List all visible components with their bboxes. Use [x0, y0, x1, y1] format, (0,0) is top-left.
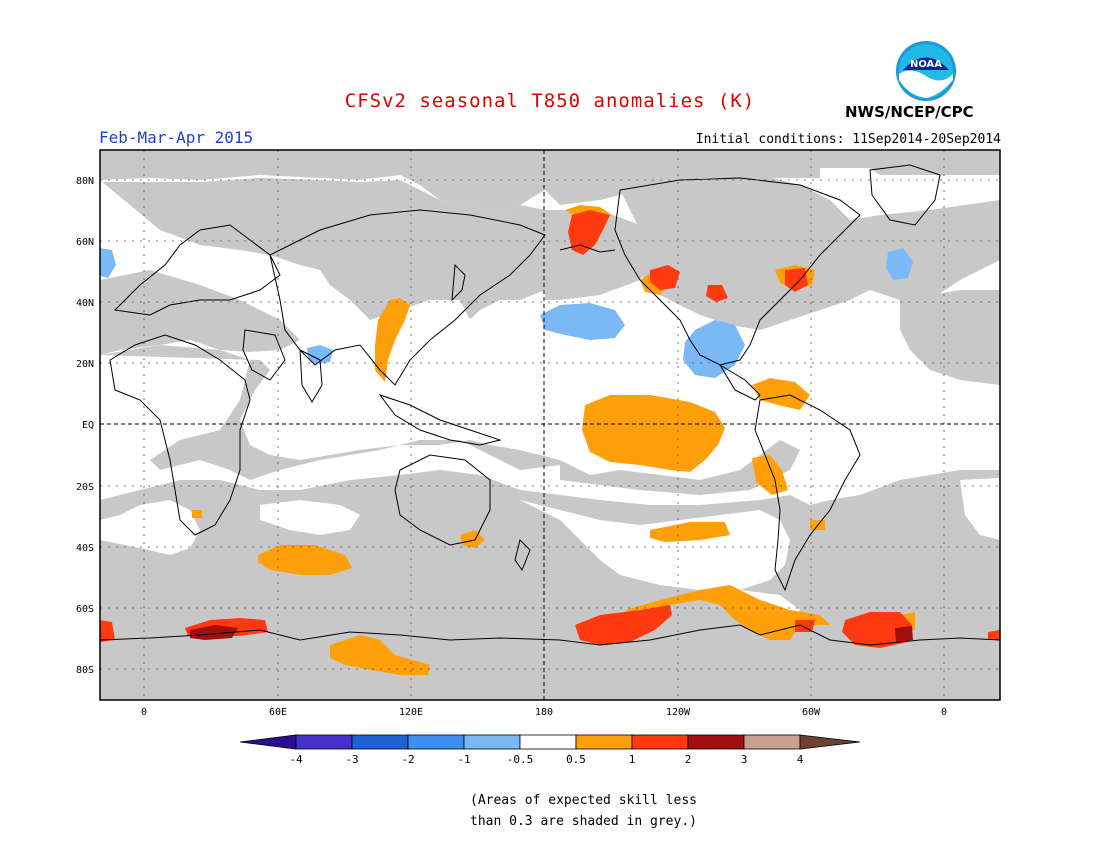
colorbar-bin [463, 734, 521, 750]
colorbar-label: 4 [797, 753, 804, 766]
lon-label: 0 [941, 707, 947, 718]
colorbar-label: -0.5 [507, 753, 534, 766]
colorbar-bin [295, 734, 353, 750]
colorbar-label: 2 [685, 753, 692, 766]
colorbar-arrow-low [239, 734, 297, 750]
map-frame [99, 149, 1001, 701]
lat-label: 60N [76, 237, 94, 248]
graticule [100, 150, 1000, 700]
lat-label: 60S [76, 604, 94, 615]
lat-label: 80N [76, 176, 94, 187]
agency-label: NWS/NCEP/CPC [845, 103, 974, 121]
lat-label: 40N [76, 298, 94, 309]
lat-label: 20N [76, 359, 94, 370]
colorbar-bin [743, 734, 801, 750]
negative-anomaly-regions [100, 248, 913, 378]
colorbar [239, 734, 861, 750]
latitude-labels: 80N 60N 40N 20N EQ 20S 40S 60S 80S [76, 176, 94, 676]
lat-label: 80S [76, 665, 94, 676]
footnote-line: than 0.3 are shaded in grey.) [470, 814, 697, 829]
colorbar-bin [351, 734, 409, 750]
colorbar-bin [519, 734, 577, 750]
lon-label: 60W [802, 707, 821, 718]
skill-footnote: (Areas of expected skill less than 0.3 ar… [470, 790, 730, 832]
colorbar-label: 0.5 [566, 753, 586, 766]
lon-label: 120E [399, 707, 423, 718]
colorbar-bin [687, 734, 745, 750]
colorbar-label: -4 [289, 753, 303, 766]
footnote-line: (Areas of expected skill less [470, 793, 697, 808]
lon-label: 60E [269, 707, 287, 718]
lat-label: EQ [82, 420, 94, 431]
colorbar-arrow-high [799, 734, 861, 750]
colorbar-label: -1 [457, 753, 470, 766]
colorbar-labels: -4 -3 -2 -1 -0.5 0.5 1 2 3 4 [289, 753, 803, 766]
colorbar-bin [575, 734, 633, 750]
lat-label: 20S [76, 482, 94, 493]
colorbar-label: -2 [401, 753, 414, 766]
colorbar-bin [407, 734, 465, 750]
lon-label: 0 [141, 707, 147, 718]
logo-text: NOAA [910, 59, 942, 70]
noaa-logo-icon: NOAA [896, 41, 956, 101]
colorbar-label: 1 [629, 753, 636, 766]
coastlines [100, 164, 1000, 646]
positive-anomaly-darkred [190, 625, 913, 642]
colorbar-label: 3 [741, 753, 748, 766]
initial-conditions: Initial conditions: 11Sep2014-20Sep2014 [695, 132, 1001, 147]
lon-label: 180 [535, 707, 553, 718]
colorbar-bin [631, 734, 689, 750]
positive-anomaly-orange [192, 205, 915, 675]
colorbar-label: -3 [345, 753, 358, 766]
lat-label: 40S [76, 543, 94, 554]
forecast-period: Feb-Mar-Apr 2015 [99, 128, 254, 147]
map-title: CFSv2 seasonal T850 anomalies (K) [344, 90, 756, 112]
equator-and-dateline [100, 150, 1000, 700]
lon-label: 120W [666, 707, 691, 718]
longitude-labels: 0 60E 120E 180 120W 60W 0 [141, 707, 947, 718]
